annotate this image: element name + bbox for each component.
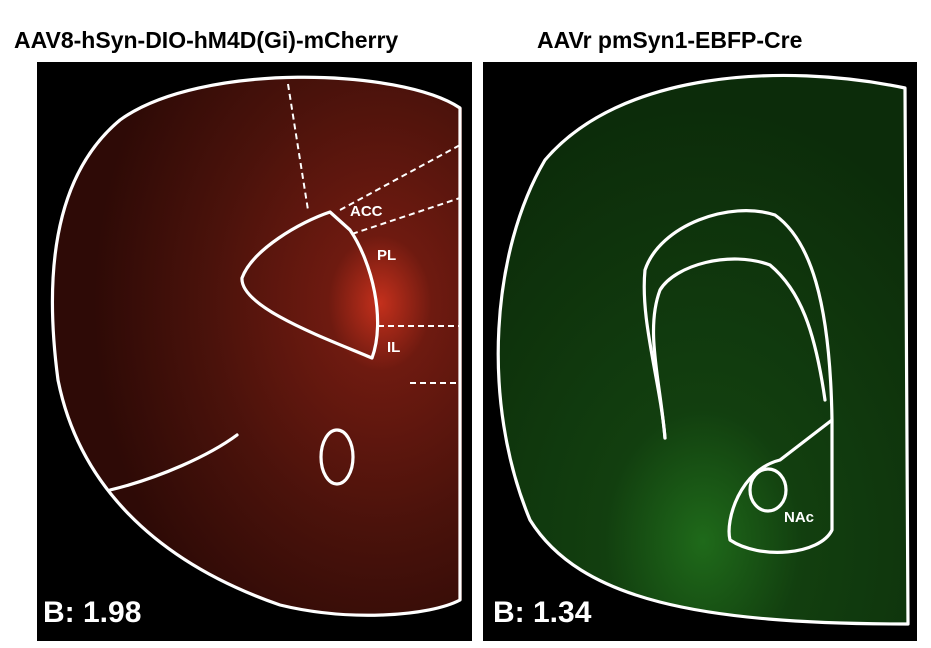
boundary-line — [339, 144, 461, 211]
left-panel: ACC PL IL B: 1.98 — [37, 62, 472, 641]
score-label: B: 1.34 — [493, 596, 592, 629]
region-label: NAc — [784, 509, 814, 526]
region-label: PL — [377, 247, 396, 264]
panel-title: AAV8-hSyn-DIO-hM4D(Gi)-mCherry — [14, 27, 398, 53]
boundary-line — [351, 197, 461, 235]
region-outline — [319, 428, 355, 486]
region-outline — [642, 209, 834, 554]
region-outline — [651, 257, 827, 440]
region-outline — [108, 433, 239, 492]
region-label: IL — [387, 339, 400, 356]
region-outline — [748, 467, 788, 513]
tissue — [498, 75, 908, 625]
brain-outline — [496, 73, 910, 626]
panel-title: AAVr pmSyn1-EBFP-Cre — [537, 27, 802, 53]
score-label: B: 1.98 — [43, 596, 141, 629]
region-label: ACC — [350, 203, 383, 220]
region-outline — [240, 210, 380, 360]
tissue — [52, 77, 462, 616]
brain-outline — [50, 75, 462, 617]
right-panel: NAc B: 1.34 — [483, 62, 917, 641]
boundary-line — [287, 83, 309, 211]
